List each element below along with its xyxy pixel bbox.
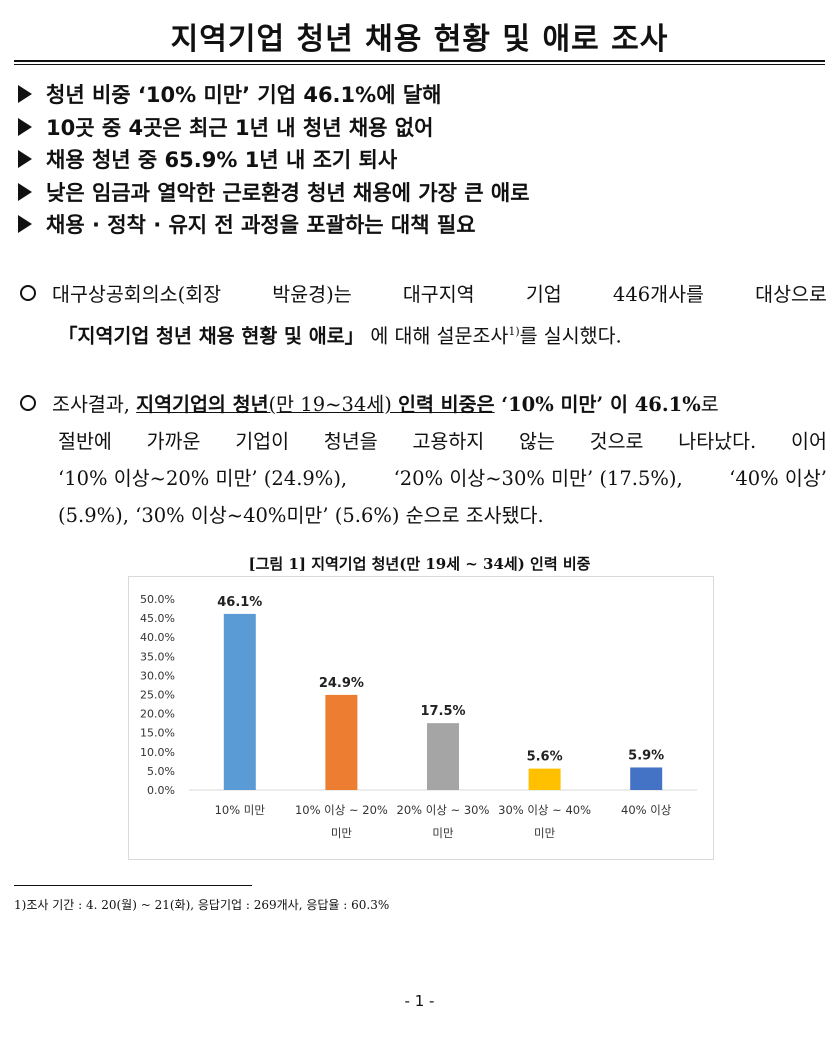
- x-category-label: 미만: [331, 826, 353, 840]
- triangle-bullet-icon: [18, 182, 32, 201]
- highlight-item: 청년 비중 ‘10% 미만’ 기업 46.1%에 달해: [18, 78, 530, 111]
- y-tick-label: 0.0%: [147, 784, 175, 797]
- para2-line3: ‘10% 이상~20% 미만’ (24.9%), ‘20% 이상~30% 미만’…: [58, 467, 827, 490]
- bar-chart: 0.0% 5.0% 10.0% 15.0% 20.0% 25.0% 30.0% 35.0% 40…: [140, 593, 697, 840]
- footnote-separator: [14, 885, 252, 886]
- title-rule-thick: [14, 60, 825, 62]
- bar: [325, 694, 358, 790]
- chart-container: 0.0% 5.0% 10.0% 15.0% 20.0% 25.0% 30.0% 35.0% 40…: [128, 576, 714, 860]
- x-category-label: 40% 이상: [621, 803, 672, 817]
- triangle-bullet-icon: [18, 150, 32, 169]
- data-label: 46.1%: [217, 595, 262, 610]
- data-label: 5.6%: [527, 750, 563, 765]
- x-category-label: 10% 이상 ~ 20%: [295, 803, 388, 817]
- y-tick-label: 20.0%: [140, 708, 175, 721]
- para2-line1: 조사결과, 지역기업의 청년(만 19~34세) 인력 비중은 ‘10% 미만’…: [52, 393, 719, 416]
- highlight-item: 낮은 임금과 열악한 근로환경 청년 채용에 가장 큰 애로: [18, 176, 530, 209]
- circle-bullet-icon: [20, 285, 36, 301]
- para2-line4: (5.9%), ‘30% 이상~40%미만’ (5.6%) 순으로 조사됐다.: [58, 504, 544, 527]
- data-label: 17.5%: [420, 704, 465, 719]
- para2-line2: 절반에 가까운 기업이 청년을 고용하지 않는 것으로 나타났다. 이어: [58, 430, 827, 453]
- y-tick-label: 25.0%: [140, 689, 175, 702]
- page-number: - 1 -: [404, 992, 435, 1010]
- x-category-label: 10% 미만: [215, 803, 266, 817]
- bar: [528, 768, 561, 790]
- y-tick-label: 5.0%: [147, 765, 175, 778]
- x-category-label: 미만: [534, 826, 556, 840]
- y-tick-label: 35.0%: [140, 650, 175, 663]
- figure-caption: [그림 1] 지역기업 청년(만 19세 ~ 34세) 인력 비중: [248, 555, 591, 573]
- x-category-label: 20% 이상 ~ 30%: [397, 803, 490, 817]
- data-label: 5.9%: [628, 748, 664, 763]
- triangle-bullet-icon: [18, 85, 32, 104]
- triangle-bullet-icon: [18, 117, 32, 136]
- highlight-item: 채용 · 정착 · 유지 전 과정을 포괄하는 대책 필요: [18, 208, 530, 241]
- circle-bullet-icon: [20, 395, 36, 411]
- bar: [630, 767, 663, 790]
- para1-line2: 「지역기업 청년 채용 현황 및 애로」 에 대해 설문조사1)를 실시했다.: [58, 324, 622, 348]
- y-tick-label: 15.0%: [140, 727, 175, 740]
- bar: [223, 613, 256, 790]
- para1-line1: 대구상공회의소(회장 박윤경)는 대구지역 기업 446개사를 대상으로: [52, 283, 827, 306]
- footnote: 1)조사 기간 : 4. 20(월) ~ 21(화), 응답기업 : 269개사…: [14, 898, 390, 912]
- y-tick-label: 50.0%: [140, 593, 175, 606]
- paragraph-survey-intro: 대구상공회의소(회장 박윤경)는 대구지역 기업 446개사를 대상으로 「지역…: [14, 276, 827, 355]
- triangle-bullet-icon: [18, 215, 32, 234]
- x-category-label: 30% 이상 ~ 40%: [498, 803, 591, 817]
- title-rule-thin: [14, 64, 825, 65]
- paragraph-survey-results: 조사결과, 지역기업의 청년(만 19~34세) 인력 비중은 ‘10% 미만’…: [14, 386, 827, 534]
- y-tick-label: 45.0%: [140, 612, 175, 625]
- y-tick-label: 30.0%: [140, 669, 175, 682]
- footnote-reference[interactable]: 1): [508, 325, 520, 338]
- page-title: 지역기업 청년 채용 현황 및 애로 조사: [170, 22, 669, 57]
- highlight-item: 10곳 중 4곳은 최근 1년 내 청년 채용 없어: [18, 111, 530, 144]
- y-tick-label: 40.0%: [140, 631, 175, 644]
- data-label: 24.9%: [319, 676, 364, 691]
- x-category-label: 미만: [432, 826, 454, 840]
- bar: [427, 723, 459, 790]
- key-highlights: 청년 비중 ‘10% 미만’ 기업 46.1%에 달해 10곳 중 4곳은 최근…: [18, 78, 530, 241]
- y-tick-label: 10.0%: [140, 746, 175, 759]
- highlight-item: 채용 청년 중 65.9% 1년 내 조기 퇴사: [18, 143, 530, 176]
